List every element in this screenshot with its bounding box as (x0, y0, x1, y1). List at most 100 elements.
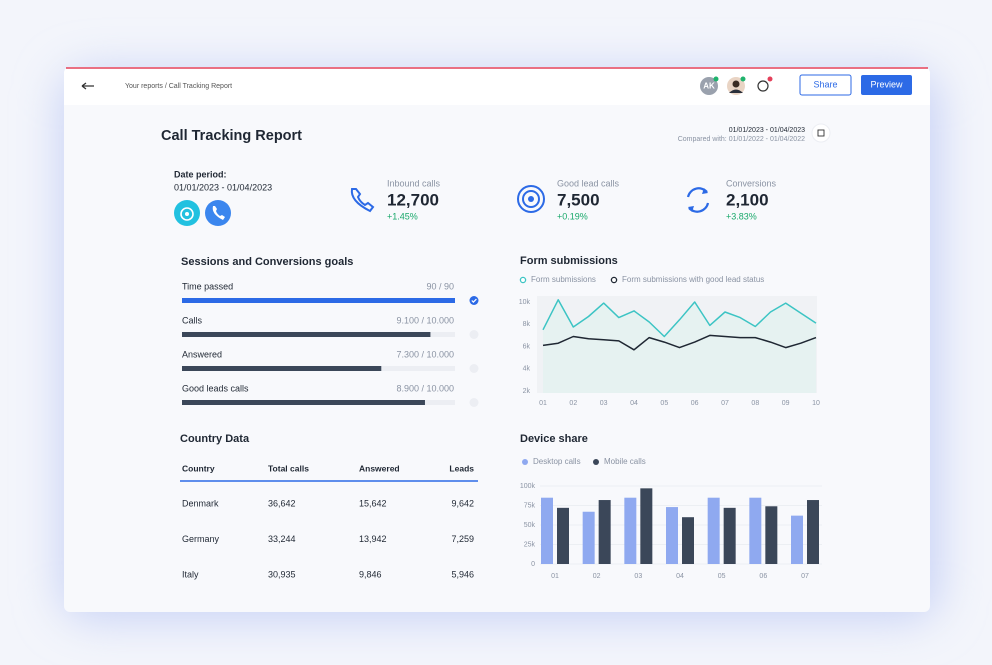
compared-with: Compared with: 01/01/2022 - 01/04/2022 (678, 136, 805, 143)
goal-check-mark (471, 298, 477, 303)
goal-bar (182, 366, 382, 371)
card (64, 67, 930, 612)
kpi-value: 12,700 (387, 190, 439, 209)
top-bar (64, 67, 930, 105)
bar (557, 507, 569, 564)
goal-value: 9.100 / 10.000 (396, 315, 454, 325)
integration-glyph (185, 212, 189, 216)
table-cell: 15,642 (359, 498, 387, 508)
goal-label: Good leads calls (182, 383, 249, 393)
bar (682, 517, 694, 564)
goal-bar (182, 298, 455, 303)
legend-label: Desktop calls (533, 457, 581, 466)
kpi-change: +1.45% (387, 211, 418, 221)
avatar-initials: AK (703, 82, 715, 91)
area (543, 299, 816, 393)
avatar-body (729, 89, 743, 93)
table-cell: 13,942 (359, 534, 387, 544)
x-tick-label: 06 (691, 400, 699, 407)
y-tick-label: 8k (523, 321, 531, 328)
x-tick-label: 09 (782, 400, 790, 407)
table-cell: Italy (182, 569, 199, 579)
table-cell: Germany (182, 534, 220, 544)
legend-marker (522, 459, 528, 465)
share-button[interactable] (799, 74, 852, 96)
kpi-change: +3.83% (726, 211, 757, 221)
goal-bar (182, 332, 431, 337)
avatar[interactable] (700, 77, 718, 95)
date-range: 01/01/2023 - 01/04/2023 (729, 127, 805, 134)
preview-button[interactable] (861, 75, 912, 95)
goal-check (469, 398, 479, 407)
bar (723, 507, 736, 564)
goal-value: 90 / 90 (426, 281, 454, 291)
x-tick-label: 01 (551, 573, 559, 580)
table-cell: 5,946 (451, 569, 474, 579)
bar (582, 511, 595, 564)
date-period-label: Date period: (174, 169, 227, 179)
target-icon (522, 190, 540, 208)
legend-marker (610, 276, 618, 284)
goal-bar (182, 400, 425, 405)
x-tick-label: 10 (812, 400, 820, 407)
share-label: Share (813, 79, 837, 89)
date-period: 01/01/2023 - 01/04/2023 (174, 182, 272, 192)
goal-label: Answered (182, 349, 222, 359)
table-title: Country Data (180, 433, 250, 445)
legend-label: Mobile calls (604, 457, 646, 466)
integration-icon (205, 200, 231, 226)
bar (807, 500, 819, 564)
goal-check (469, 364, 479, 373)
goal-label: Time passed (182, 281, 233, 291)
goals-title: Sessions and Conversions goals (181, 256, 353, 268)
goal-check (469, 296, 479, 305)
goal-label: Calls (182, 315, 203, 325)
goal-value: 7.300 / 10.000 (396, 349, 454, 359)
line (542, 334, 817, 351)
target-icon (528, 196, 534, 202)
table-cell: 30,935 (268, 569, 296, 579)
back-arrow[interactable] (81, 82, 94, 90)
table-header: Leads (449, 463, 474, 473)
table-cell: 33,244 (268, 534, 296, 544)
table-cell: Denmark (182, 498, 219, 508)
goal-check (469, 330, 479, 339)
legend-marker (593, 459, 599, 465)
x-tick-label: 04 (676, 573, 684, 580)
table-cell: 7,259 (451, 534, 474, 544)
breadcrumb[interactable]: Your reports / Call Tracking Report (125, 83, 232, 90)
bar (624, 497, 637, 564)
x-tick-label: 05 (660, 400, 668, 407)
report-title: Call Tracking Report (161, 128, 302, 144)
x-tick-label: 07 (721, 400, 729, 407)
table-cell: 9,642 (451, 498, 474, 508)
table-header: Country (182, 463, 215, 473)
line (542, 299, 817, 338)
legend-label: Form submissions (531, 275, 596, 284)
y-tick-label: 50k (524, 522, 536, 529)
integration-glyph (212, 206, 225, 220)
y-tick-label: 0 (531, 561, 535, 568)
bar (598, 500, 611, 564)
chart-title: Device share (520, 433, 588, 445)
x-tick-label: 03 (600, 400, 608, 407)
calendar-button[interactable] (811, 123, 831, 143)
status-dot (713, 76, 719, 82)
x-tick-label: 02 (593, 573, 601, 580)
y-tick-label: 6k (523, 343, 531, 350)
x-tick-label: 07 (801, 573, 809, 580)
bar (640, 488, 653, 564)
bar (765, 506, 778, 564)
x-tick-label: 01 (539, 400, 547, 407)
bar (791, 515, 803, 564)
phone-icon (350, 188, 375, 213)
table-header: Answered (359, 463, 400, 473)
y-tick-label: 10k (519, 299, 531, 306)
comments-icon[interactable] (757, 80, 769, 92)
bar (749, 497, 762, 564)
legend-marker (519, 276, 527, 284)
y-tick-label: 2k (523, 388, 531, 395)
y-tick-label: 100k (520, 483, 536, 490)
